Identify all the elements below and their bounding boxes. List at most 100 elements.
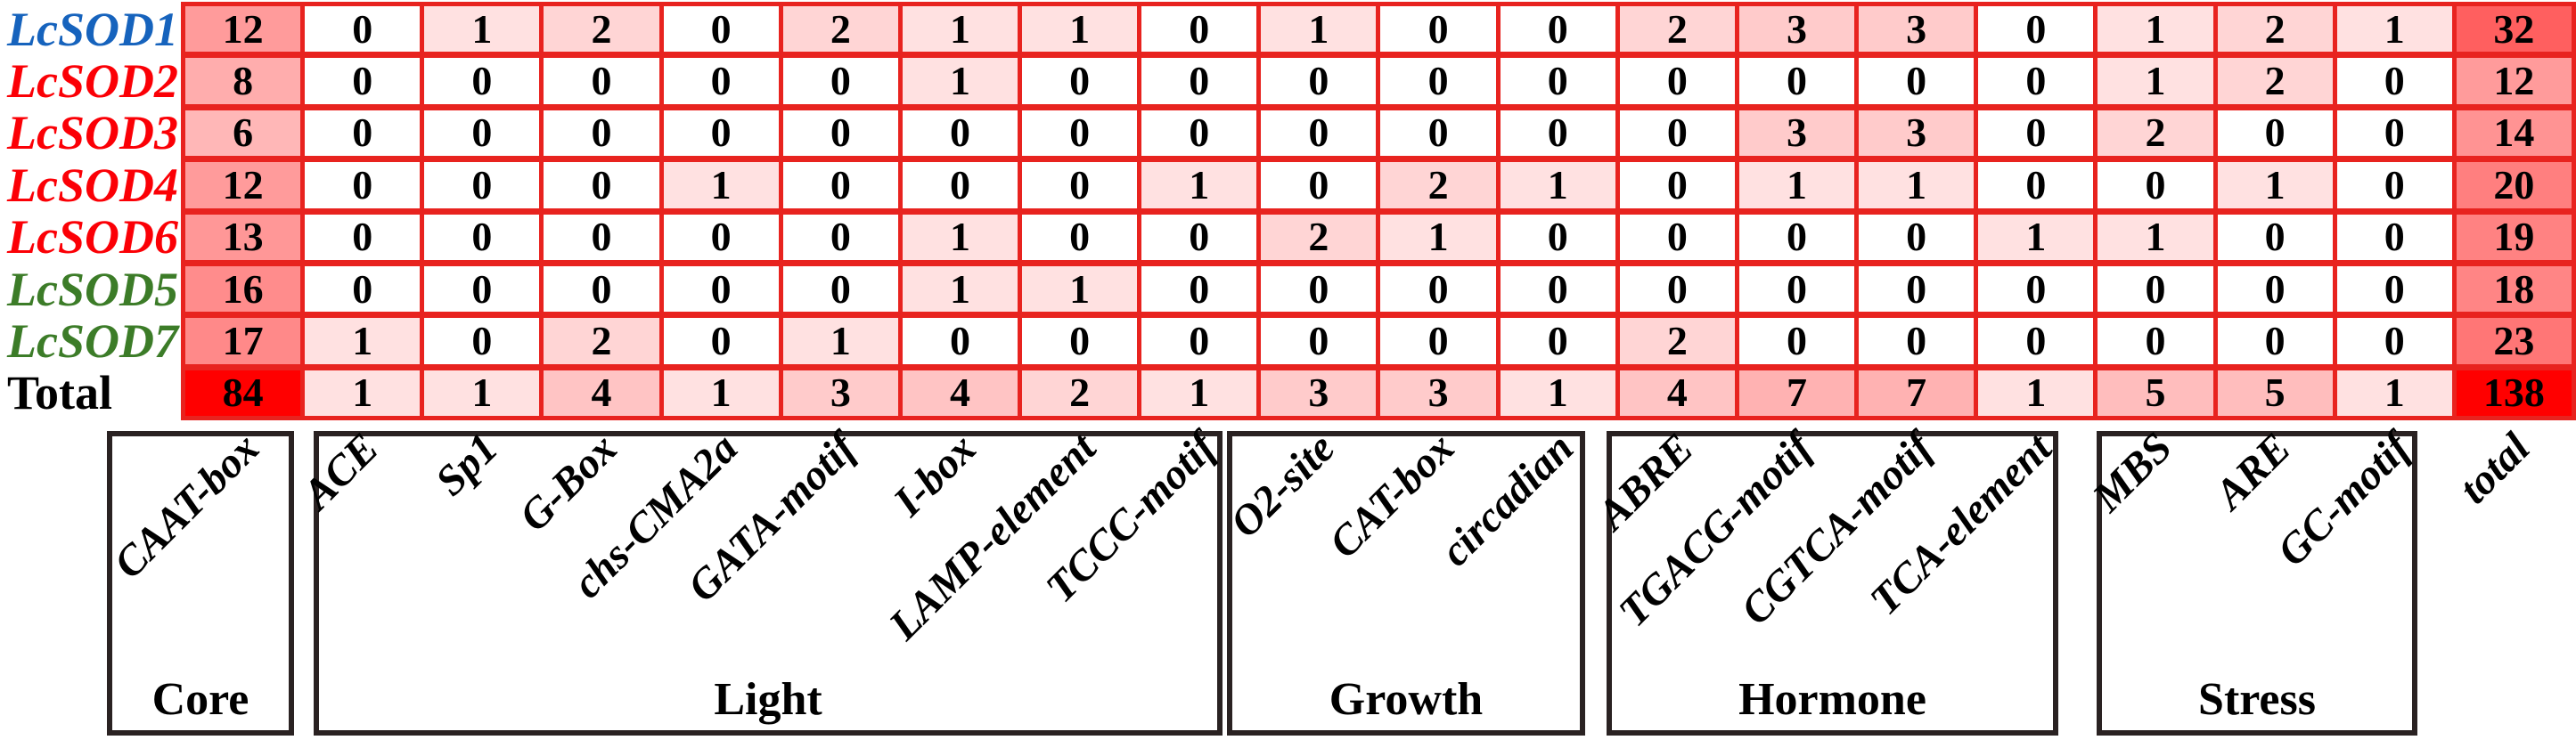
heatmap-cell: 1 <box>1261 6 1377 53</box>
heatmap-cell: 3 <box>782 370 898 416</box>
heatmap-cell: 1 <box>663 370 779 416</box>
heatmap-cell: 2 <box>1619 318 1735 364</box>
heatmap-cell: 1 <box>1978 370 2094 416</box>
heatmap-cell: 2 <box>544 318 659 364</box>
row-label-lcsod7: LcSOD7 <box>7 313 178 368</box>
heatmap-cell: 0 <box>1022 214 1138 260</box>
heatmap-cell: 0 <box>1261 318 1377 364</box>
heatmap-cell: 0 <box>1261 110 1377 157</box>
heatmap-cell: 0 <box>1141 214 1257 260</box>
heatmap-cell: 0 <box>1380 318 1496 364</box>
heatmap-cell: 2 <box>1619 6 1735 53</box>
heatmap-cell: 1 <box>782 318 898 364</box>
heatmap-cell: 8 <box>185 58 301 104</box>
heatmap-cell: 1 <box>305 370 421 416</box>
heatmap-cell: 0 <box>1619 110 1735 157</box>
heatmap-cell: 0 <box>1022 318 1138 364</box>
heatmap-cell: 1 <box>1022 265 1138 313</box>
heatmap-cell: 0 <box>1022 162 1138 208</box>
heatmap-cell: 14 <box>2456 110 2572 157</box>
heatmap-cell: 2 <box>2217 58 2333 104</box>
heatmap-cell: 0 <box>1500 58 1615 104</box>
heatmap-cell: 2 <box>1261 214 1377 260</box>
heatmap-cell: 1 <box>2098 6 2213 53</box>
heatmap-cell: 0 <box>1738 318 1855 364</box>
heatmap-cell: 32 <box>2456 6 2572 53</box>
heatmap-grid: 12 0 1 2 0 2 1 1 0 1 0 0 2 3 3 0 1 2 1 32 8 0 0 0 0 0 1 0 0 0 0 0 0 0 0 0 1 2… <box>181 2 2576 420</box>
heatmap-cell: 0 <box>1380 265 1496 313</box>
heatmap-cell: 0 <box>2336 58 2452 104</box>
heatmap-cell: 0 <box>1738 214 1855 260</box>
heatmap-cell: 1 <box>424 370 540 416</box>
row-label-lcsod2: LcSOD2 <box>7 54 178 109</box>
heatmap-cell: 3 <box>1738 6 1855 53</box>
heatmap-cell: 0 <box>902 110 1018 157</box>
heatmap-cell: 1 <box>2098 58 2213 104</box>
heatmap-cell: 1 <box>1500 162 1615 208</box>
heatmap-cell: 0 <box>2336 265 2452 313</box>
heatmap-cell: 7 <box>1738 370 1855 416</box>
heatmap-cell: 0 <box>902 162 1018 208</box>
heatmap-cell: 0 <box>1619 214 1735 260</box>
heatmap-cell: 4 <box>544 370 659 416</box>
heatmap-cell: 1 <box>424 6 540 53</box>
group-box-core: Core <box>107 431 294 736</box>
heatmap-cell: 0 <box>1380 110 1496 157</box>
heatmap-cell: 1 <box>902 265 1018 313</box>
heatmap-cell: 0 <box>2336 110 2452 157</box>
heatmap-cell: 4 <box>1619 370 1735 416</box>
heatmap-cell: 0 <box>305 6 421 53</box>
heatmap-cell: 1 <box>305 318 421 364</box>
heatmap-cell: 2 <box>1022 370 1138 416</box>
heatmap-cell: 2 <box>2098 110 2213 157</box>
heatmap-cell: 0 <box>1500 110 1615 157</box>
heatmap-cell: 0 <box>424 214 540 260</box>
heatmap-cell: 0 <box>663 58 779 104</box>
heatmap-cell: 0 <box>2098 265 2213 313</box>
heatmap-cell: 1 <box>1978 214 2094 260</box>
heatmap-cell: 0 <box>1141 265 1257 313</box>
heatmap-cell: 0 <box>1859 318 1975 364</box>
heatmap-cell: 0 <box>782 162 898 208</box>
heatmap-cell: 3 <box>1380 370 1496 416</box>
row-label-lcsod1: LcSOD1 <box>7 2 178 56</box>
heatmap-cell: 1 <box>902 214 1018 260</box>
heatmap-cell: 0 <box>1859 265 1975 313</box>
heatmap-cell: 18 <box>2456 265 2572 313</box>
heatmap-cell: 0 <box>1380 6 1496 53</box>
heatmap-cell: 0 <box>2217 318 2333 364</box>
heatmap-cell: 0 <box>1978 265 2094 313</box>
heatmap-cell: 1 <box>1738 162 1855 208</box>
heatmap-cell: 0 <box>663 110 779 157</box>
heatmap-cell: 1 <box>2336 6 2452 53</box>
heatmap-cell: 84 <box>185 370 301 416</box>
heatmap-cell: 0 <box>663 214 779 260</box>
heatmap-cell: 1 <box>1141 370 1257 416</box>
heatmap-cell: 0 <box>424 318 540 364</box>
heatmap-cell: 0 <box>663 318 779 364</box>
heatmap-cell: 0 <box>1022 58 1138 104</box>
heatmap-cell: 5 <box>2217 370 2333 416</box>
heatmap-cell: 0 <box>544 265 659 313</box>
row-label-total: Total <box>7 366 113 420</box>
heatmap-cell: 0 <box>2217 214 2333 260</box>
heatmap-cell: 138 <box>2456 370 2572 416</box>
group-label-light: Light <box>714 673 822 725</box>
heatmap-cell: 0 <box>2336 162 2452 208</box>
heatmap-cell: 0 <box>305 162 421 208</box>
heatmap-cell: 0 <box>1141 110 1257 157</box>
heatmap-cell: 2 <box>782 6 898 53</box>
heatmap-cell: 0 <box>1141 6 1257 53</box>
heatmap-cell: 7 <box>1859 370 1975 416</box>
heatmap-cell: 12 <box>185 162 301 208</box>
heatmap-cell: 6 <box>185 110 301 157</box>
heatmap-cell: 3 <box>1738 110 1855 157</box>
heatmap-cell: 0 <box>1141 58 1257 104</box>
heatmap-cell: 0 <box>1978 58 2094 104</box>
group-label-hormone: Hormone <box>1738 673 1926 725</box>
row-label-lcsod3: LcSOD3 <box>7 106 178 160</box>
heatmap-cell: 0 <box>2217 110 2333 157</box>
heatmap-cell: 2 <box>2217 6 2333 53</box>
heatmap-cell: 0 <box>2336 214 2452 260</box>
